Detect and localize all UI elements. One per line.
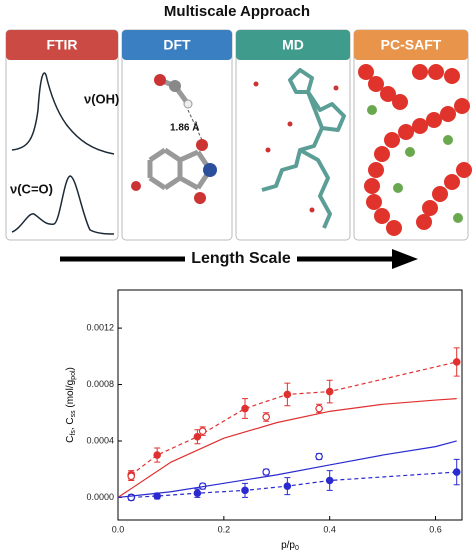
x-axis-label: p/p0 bbox=[281, 540, 299, 552]
y-axis-label-part: pol bbox=[70, 370, 77, 380]
panel-header bbox=[6, 30, 118, 60]
data-point bbox=[193, 489, 202, 497]
x-tick-label: 0.0 bbox=[112, 524, 125, 534]
x-axis-label-part: 0 bbox=[295, 545, 299, 552]
y-axis-label-part: ss bbox=[70, 410, 77, 418]
y-tick-label: 0.0004 bbox=[86, 435, 114, 445]
segments bbox=[358, 64, 472, 236]
x-tick-label: 0.4 bbox=[323, 524, 336, 534]
atom bbox=[203, 163, 217, 177]
y-axis-label-part: ) bbox=[65, 367, 76, 370]
panel-header bbox=[122, 30, 232, 60]
y-tick-label: 0.0012 bbox=[86, 322, 114, 332]
dashed-line bbox=[131, 471, 457, 499]
data-point bbox=[452, 358, 461, 366]
data-point bbox=[262, 468, 270, 476]
panel-frame bbox=[5, 29, 119, 241]
spectrum bbox=[11, 175, 115, 235]
model-line bbox=[117, 440, 457, 499]
model-line bbox=[117, 398, 457, 498]
data-point bbox=[283, 482, 292, 490]
data-point bbox=[452, 468, 461, 476]
panel-frame bbox=[235, 29, 351, 241]
plot-frame bbox=[117, 289, 463, 521]
y-axis-label-part: fs bbox=[70, 430, 77, 436]
data-point bbox=[325, 476, 334, 485]
y-axis-label-part: C bbox=[65, 436, 76, 443]
y-tick-label: 0.0008 bbox=[86, 379, 114, 389]
plot: 0.0 0.2 0.4 0.6 0.0000 0.0004 0.0008 0.0012 p/p0… bbox=[65, 322, 461, 552]
atom bbox=[169, 80, 181, 92]
water bbox=[253, 81, 339, 213]
arrow-label: Length Scale bbox=[191, 250, 291, 267]
panel-label: MD bbox=[282, 37, 304, 53]
panel-frame bbox=[121, 29, 233, 241]
spectrum bbox=[11, 72, 115, 155]
data-point bbox=[127, 472, 136, 481]
data-point bbox=[193, 432, 202, 441]
data-point bbox=[262, 413, 270, 421]
panel-label: PC-SAFT bbox=[381, 37, 442, 53]
y-tick-label: 0.0000 bbox=[86, 492, 114, 502]
data-point bbox=[198, 427, 207, 435]
panel-header bbox=[236, 30, 350, 60]
data-point bbox=[241, 404, 249, 413]
solvent bbox=[367, 105, 463, 223]
panel-md: MD bbox=[235, 29, 351, 241]
atom bbox=[154, 74, 166, 86]
distance-label: 1.86 Å bbox=[170, 121, 199, 134]
panel-header bbox=[354, 30, 468, 60]
panel-label: FTIR bbox=[46, 37, 77, 53]
data-point bbox=[325, 387, 334, 396]
atom bbox=[131, 181, 141, 191]
h-bond bbox=[187, 109, 203, 141]
x-axis-label-part: p/p bbox=[281, 540, 295, 551]
y-axis-label: Cfs, Css (mol/gpol) bbox=[65, 367, 77, 443]
figure-title: Multiscale Approach bbox=[164, 3, 310, 20]
panel-label: DFT bbox=[163, 37, 191, 53]
y-axis-label-part: , C bbox=[65, 417, 76, 430]
data-point bbox=[153, 451, 161, 459]
arrow-head bbox=[392, 249, 418, 269]
atom bbox=[194, 192, 206, 204]
y-axis-label-part: (mol/g bbox=[65, 380, 76, 411]
x-tick-label: 0.2 bbox=[218, 524, 231, 534]
peak-label: ν(OH) bbox=[84, 91, 119, 106]
atom bbox=[196, 139, 208, 151]
panel-ftir: FTIR ν(OH) ν(C=O) bbox=[5, 29, 119, 241]
data-point bbox=[241, 486, 249, 495]
panel-pcsaft: PC-SAFT bbox=[353, 29, 472, 241]
peak-label: ν(C=O) bbox=[10, 181, 53, 196]
data-point bbox=[315, 404, 323, 413]
polymer-chain bbox=[261, 68, 346, 229]
panel-dft: DFT 1.86 Å bbox=[121, 29, 233, 241]
atom bbox=[183, 99, 193, 109]
x-tick-label: 0.6 bbox=[429, 524, 442, 534]
data-point bbox=[283, 390, 292, 399]
data-point bbox=[315, 452, 323, 461]
